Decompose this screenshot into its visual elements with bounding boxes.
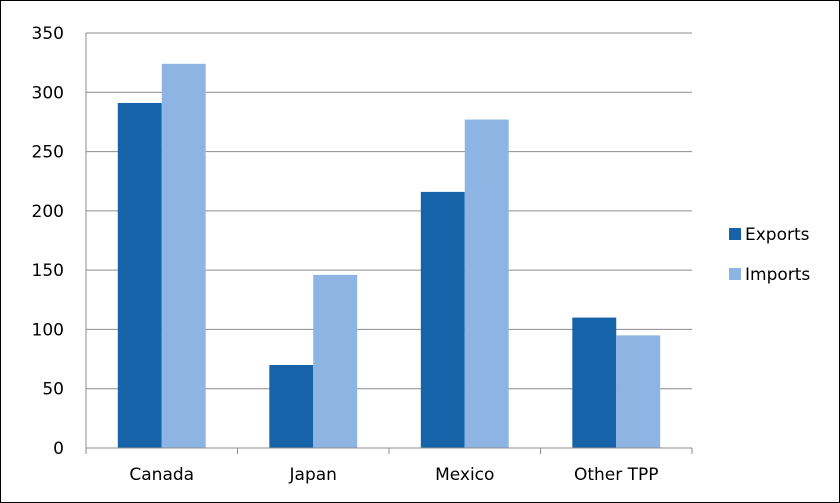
x-category-label: Other TPP — [574, 465, 659, 485]
legend: Exports Imports — [729, 225, 810, 285]
bar-exports-mexico — [420, 191, 465, 448]
x-category-label: Japan — [289, 465, 337, 485]
y-tick-label-200: 200 — [32, 202, 64, 222]
legend-swatch-exports — [729, 228, 741, 240]
y-tick-label-100: 100 — [32, 320, 64, 340]
bar-imports-mexico — [464, 119, 509, 449]
bar-exports-canada — [117, 102, 162, 448]
y-tick-labels: 0 50 100 150 200 250 300 350 — [32, 24, 64, 459]
bar-imports-other-tpp — [616, 335, 661, 448]
legend-label-exports: Exports — [745, 225, 810, 245]
bar-imports-japan — [313, 274, 358, 448]
legend-label-imports: Imports — [745, 265, 810, 285]
y-tick-label-300: 300 — [32, 83, 64, 103]
axes — [85, 33, 693, 454]
y-tick-label-250: 250 — [32, 143, 64, 163]
y-tick-label-0: 0 — [53, 439, 64, 459]
bar-exports-japan — [269, 365, 314, 448]
y-tick-label-150: 150 — [32, 261, 64, 281]
bars — [117, 63, 661, 449]
legend-swatch-imports — [729, 268, 741, 280]
x-category-label: Canada — [129, 465, 194, 485]
y-tick-label-50: 50 — [42, 380, 64, 400]
x-category-labels: Canada Japan Mexico Other TPP — [129, 465, 658, 485]
y-tick-label-350: 350 — [32, 24, 64, 44]
bar-exports-other-tpp — [572, 317, 617, 448]
bar-imports-canada — [161, 63, 206, 448]
x-category-label: Mexico — [435, 465, 494, 485]
